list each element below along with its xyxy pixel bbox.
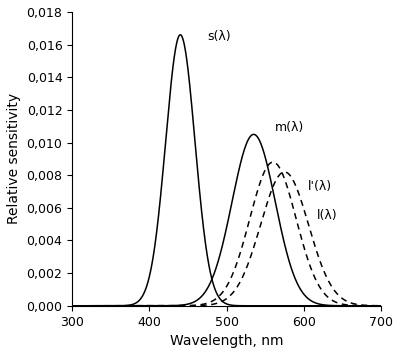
Text: l(λ): l(λ) [317,209,338,223]
Text: l'(λ): l'(λ) [308,180,332,193]
Text: s(λ): s(λ) [207,30,231,43]
X-axis label: Wavelength, nm: Wavelength, nm [170,334,283,348]
Y-axis label: Relative sensitivity: Relative sensitivity [7,93,21,224]
Text: m(λ): m(λ) [274,121,304,133]
